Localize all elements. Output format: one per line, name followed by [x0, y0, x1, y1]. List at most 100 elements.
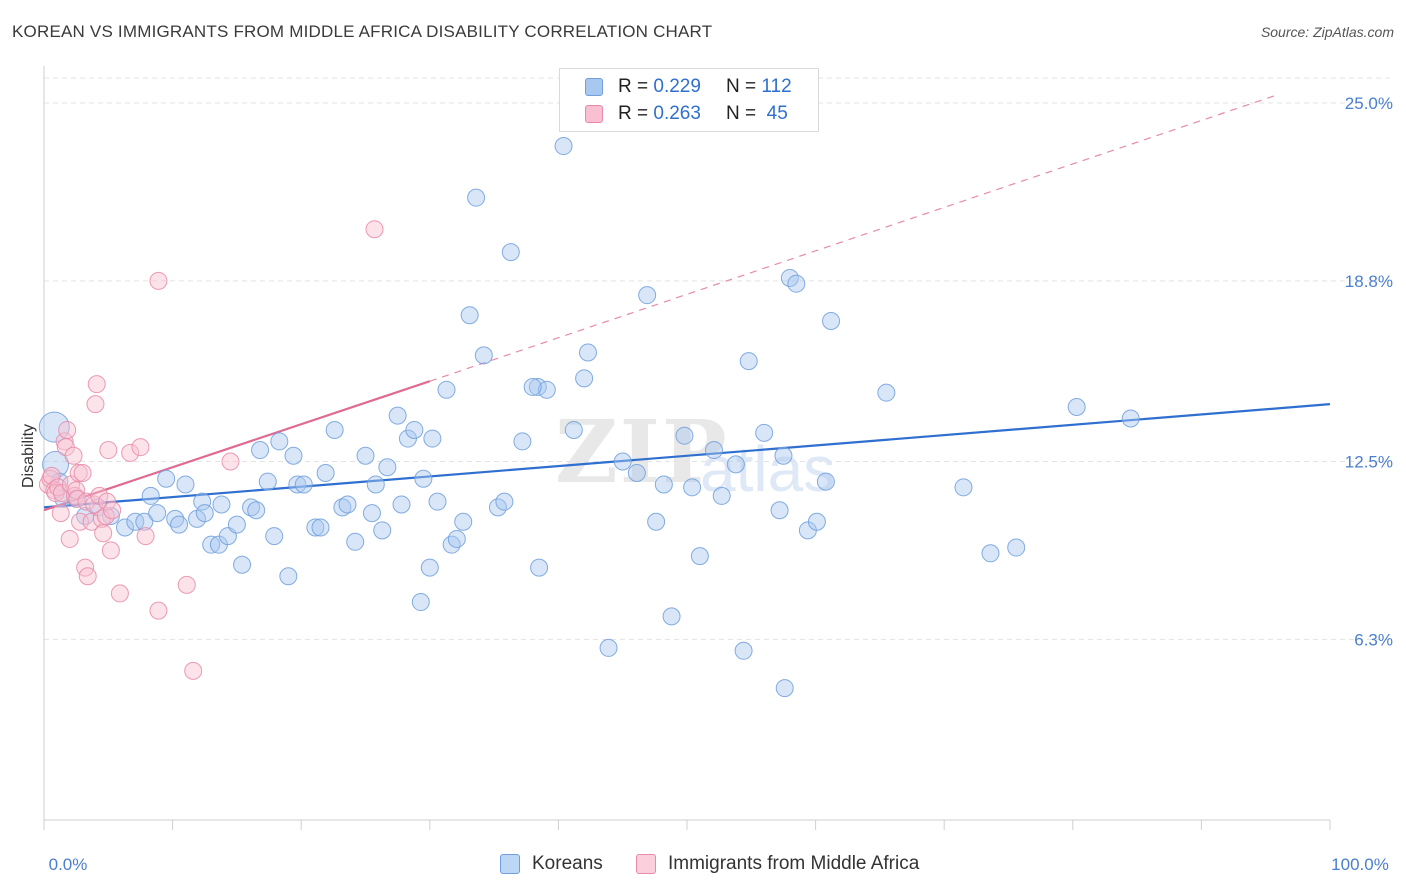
point-koreans: [442, 535, 461, 554]
watermark-zip: ZIP: [555, 402, 729, 503]
point-middle-africa: [51, 504, 70, 523]
point-koreans: [126, 512, 145, 531]
point-koreans: [270, 432, 289, 451]
trend-line-koreans: [43, 403, 1331, 509]
point-koreans: [311, 518, 330, 537]
y-tick-label: 18.8%: [1345, 272, 1393, 291]
point-middle-africa: [121, 443, 140, 462]
point-koreans: [726, 455, 745, 474]
point-middle-africa: [136, 527, 155, 546]
point-koreans: [501, 243, 520, 262]
axes: [43, 66, 1331, 830]
point-koreans: [739, 352, 758, 371]
point-koreans: [523, 377, 542, 396]
point-koreans: [148, 504, 167, 523]
legend-swatch-middle-africa-bottom: [636, 854, 656, 874]
point-koreans: [454, 512, 473, 531]
point-koreans: [1067, 398, 1086, 417]
point-koreans: [513, 432, 532, 451]
point-koreans: [530, 558, 549, 577]
x-tick-label: 100.0%: [1331, 855, 1389, 874]
point-koreans: [193, 492, 212, 511]
point-koreans: [437, 380, 456, 399]
point-middle-africa: [64, 446, 83, 465]
y-axis-label: Disability: [20, 424, 37, 488]
point-koreans: [405, 420, 424, 439]
point-middle-africa: [131, 438, 150, 457]
point-middle-africa: [99, 441, 118, 460]
point-koreans: [157, 469, 176, 488]
point-koreans: [294, 475, 313, 494]
point-middle-africa: [69, 463, 88, 482]
point-koreans: [338, 495, 357, 514]
point-koreans: [366, 475, 385, 494]
point-middle-africa: [65, 486, 84, 505]
point-koreans: [755, 423, 774, 442]
point-middle-africa: [60, 529, 79, 548]
point-middle-africa: [184, 661, 203, 680]
r-value-koreans: 0.229: [653, 76, 701, 97]
point-middle-africa: [101, 541, 120, 560]
trend-line-middle-africa: [43, 380, 431, 512]
point-koreans: [141, 486, 160, 505]
point-koreans: [116, 518, 135, 537]
point-koreans: [474, 346, 493, 365]
point-koreans: [627, 463, 646, 482]
point-koreans: [362, 504, 381, 523]
point-koreans: [467, 188, 486, 207]
point-middle-africa: [149, 271, 168, 290]
point-koreans: [683, 478, 702, 497]
point-koreans: [613, 452, 632, 471]
point-koreans: [288, 475, 307, 494]
chart-title: KOREAN VS IMMIGRANTS FROM MIDDLE AFRICA …: [12, 22, 713, 41]
point-koreans: [775, 679, 794, 698]
point-koreans: [495, 492, 514, 511]
legend-series: Koreans Immigrants from Middle Africa: [0, 852, 1406, 878]
point-koreans: [316, 463, 335, 482]
point-middle-africa: [103, 501, 122, 520]
point-koreans: [675, 426, 694, 445]
legend-swatch-koreans: [585, 78, 603, 96]
r-value-middle-africa: 0.263: [653, 103, 701, 124]
point-middle-africa: [42, 466, 61, 485]
source-label: Source: ZipAtlas.com: [1260, 24, 1394, 40]
point-koreans: [258, 472, 277, 491]
y-tick-label: 6.3%: [1354, 630, 1393, 649]
legend-label-middle-africa: Immigrants from Middle Africa: [668, 853, 920, 874]
point-koreans: [251, 441, 270, 460]
point-koreans: [411, 593, 430, 612]
point-koreans: [388, 406, 407, 425]
point-middle-africa: [86, 395, 105, 414]
point-middle-africa: [73, 463, 92, 482]
point-koreans: [423, 429, 442, 448]
point-koreans: [770, 501, 789, 520]
point-koreans: [578, 343, 597, 362]
point-koreans: [247, 501, 266, 520]
tick-labels: 6.3% 12.5% 18.8% 25.0% 0.0% 100.0% Disability: [20, 94, 1393, 874]
trend-lines: [43, 93, 1331, 512]
point-koreans: [325, 420, 344, 439]
point-middle-africa: [365, 220, 384, 239]
point-koreans: [333, 498, 352, 517]
point-middle-africa: [110, 584, 129, 603]
point-koreans: [816, 472, 835, 491]
point-middle-africa: [78, 567, 97, 586]
point-koreans: [712, 486, 731, 505]
point-koreans: [42, 450, 70, 478]
point-koreans: [690, 547, 709, 566]
x-tick-label: 0.0%: [49, 855, 88, 874]
point-koreans: [428, 492, 447, 511]
point-koreans: [38, 411, 70, 443]
point-koreans: [195, 504, 214, 523]
point-koreans: [1121, 409, 1140, 428]
point-koreans: [877, 383, 896, 402]
legend-label-koreans: Koreans: [532, 853, 603, 874]
point-koreans: [242, 498, 261, 517]
point-middle-africa: [98, 492, 117, 511]
point-koreans: [981, 544, 1000, 563]
point-koreans: [654, 475, 673, 494]
point-koreans: [447, 529, 466, 548]
n-value-koreans: 112: [761, 76, 792, 97]
point-koreans: [564, 420, 583, 439]
point-koreans: [460, 306, 479, 325]
